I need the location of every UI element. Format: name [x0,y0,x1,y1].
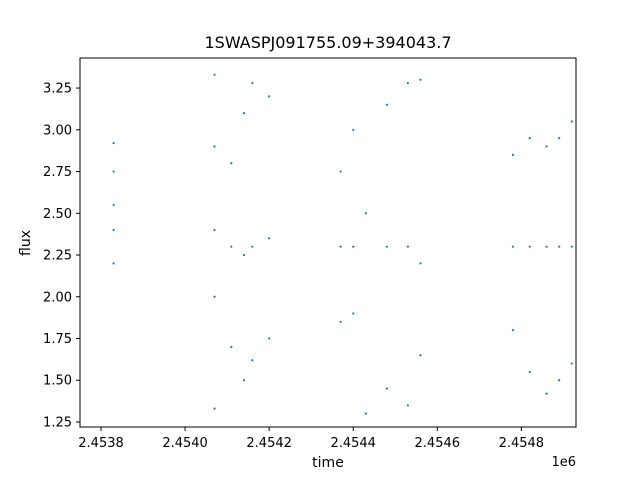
data-point [112,203,115,207]
data-point [242,379,246,382]
data-point [419,78,422,81]
data-point [112,142,115,145]
data-point [558,137,561,140]
data-point [570,120,573,123]
data-point [364,212,367,215]
data-point [339,245,342,248]
data-point [406,81,409,85]
y-tick-label: 2.25 [43,249,72,264]
data-point [112,170,115,173]
data-point [528,370,531,374]
data-point [558,379,561,382]
data-point [339,170,342,173]
data-point [528,245,531,248]
data-point [242,111,246,115]
scatter-points [112,73,573,415]
data-point [213,295,216,298]
plot-frame [79,57,577,428]
x-tick-label: 2.4538 [78,436,124,451]
y-tick-label: 1.25 [43,415,72,430]
x-tick-label: 2.4548 [499,436,545,451]
data-point [406,404,409,407]
data-point [511,153,515,156]
data-point [230,345,233,348]
y-axis: 1.25 1.50 1.75 2.00 2.25 2.50 2.75 3.00 3.25 [43,82,80,430]
x-tick-label: 2.4542 [246,436,292,451]
x-tick-label: 2.4544 [330,436,376,451]
chart-title: 1SWASPJ091755.09+394043.7 [204,33,451,52]
x-tick-label: 2.4540 [162,436,208,451]
y-tick-label: 3.25 [43,82,72,97]
data-point [419,354,422,357]
y-axis-label: flux [18,230,34,256]
data-point [352,128,355,131]
data-point [364,412,367,415]
data-point [419,262,422,265]
data-point [339,320,342,323]
data-point [545,392,548,395]
y-tick-label: 2.00 [43,290,72,305]
y-tick-label: 1.75 [43,332,72,347]
data-point [385,387,388,390]
data-point [251,245,254,248]
data-point [213,228,216,232]
data-point [511,329,515,332]
y-tick-label: 1.50 [43,374,72,389]
x-axis-offset-label: 1e6 [551,455,576,470]
data-point [570,362,573,365]
x-axis-label: time [312,455,344,471]
data-point [570,245,573,248]
data-point [528,137,531,140]
data-point [242,253,246,257]
data-point [213,73,216,76]
data-point [230,245,233,248]
data-point [213,407,216,410]
data-point [406,245,409,248]
data-point [268,237,271,240]
data-point [558,245,561,248]
data-point [511,245,515,248]
data-point [251,81,254,85]
data-point [352,312,355,315]
y-tick-label: 2.75 [43,165,72,180]
data-point [268,95,271,98]
data-point [352,245,355,248]
x-tick-label: 2.4546 [415,436,461,451]
y-tick-label: 2.50 [43,207,72,222]
data-point [230,162,233,165]
data-point [545,245,548,248]
x-axis: 2.4538 2.4540 2.4542 2.4544 2.4546 2.4548 [78,427,544,451]
y-tick-label: 3.00 [43,123,72,138]
data-point [251,359,254,362]
data-point [385,103,388,106]
data-point [112,228,115,232]
data-point [213,145,216,148]
data-point [385,245,388,248]
data-point [112,262,115,265]
data-point [545,145,548,148]
data-point [268,337,271,340]
